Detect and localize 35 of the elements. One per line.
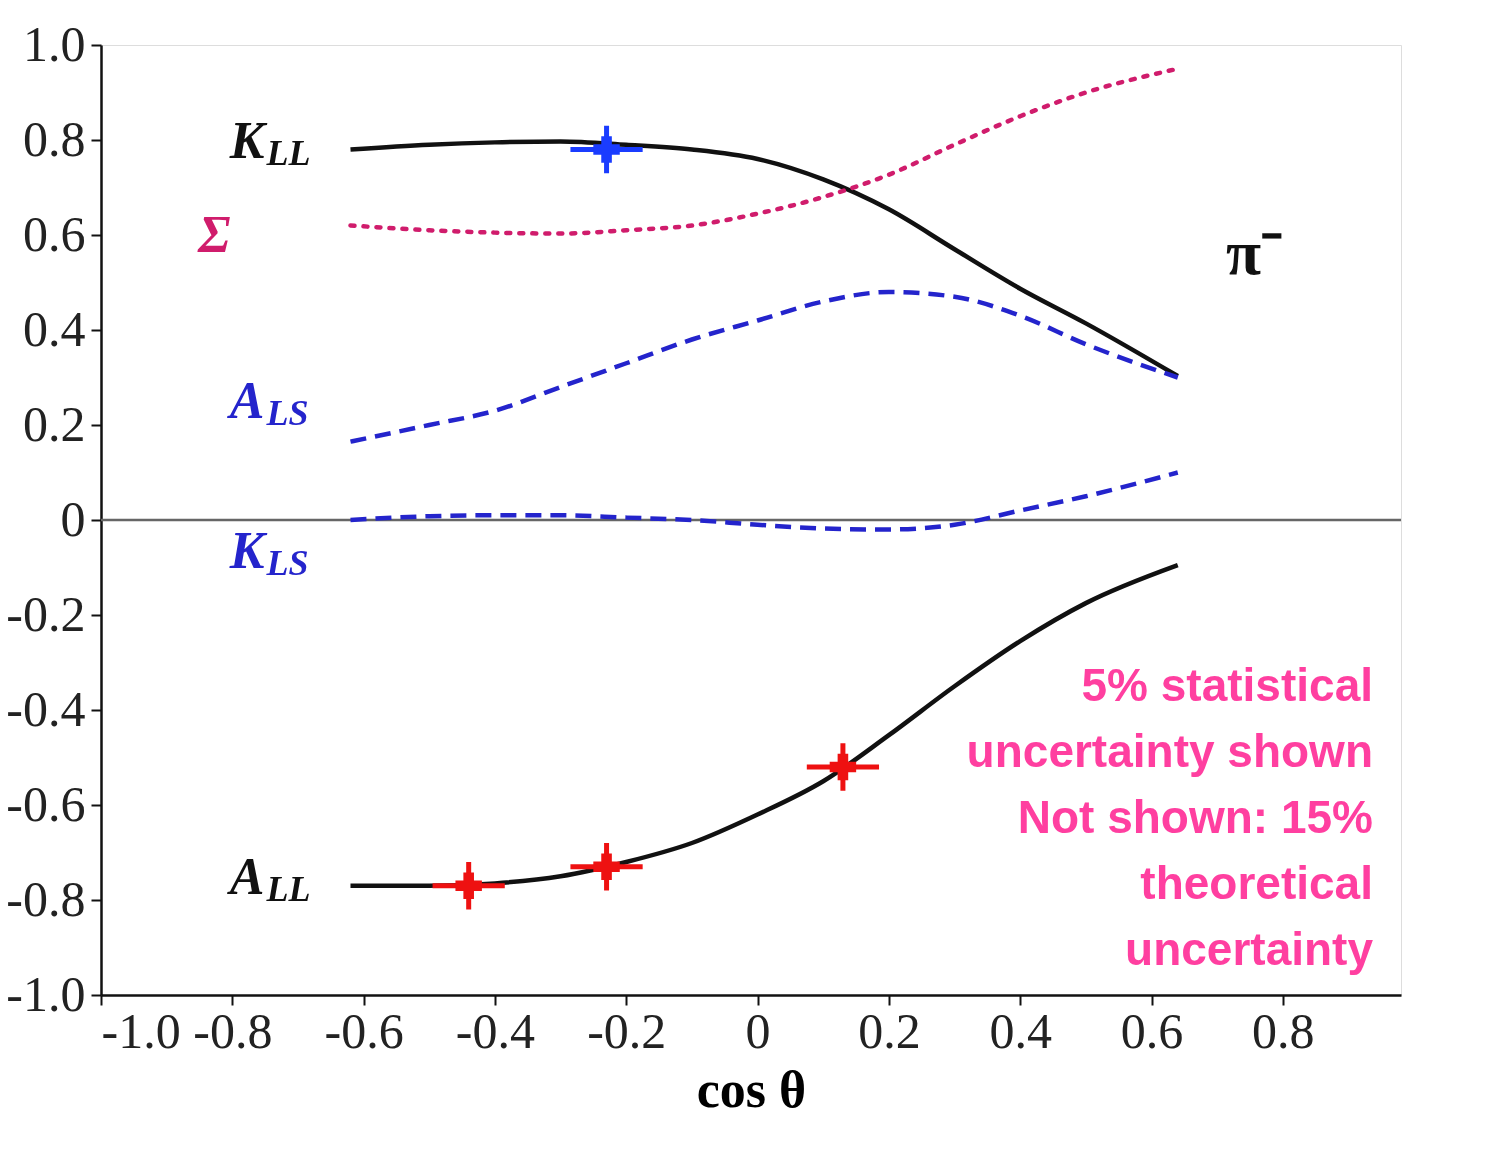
x-tick-label: 0.4: [989, 1002, 1052, 1059]
x-tick-label: 0.2: [858, 1002, 921, 1059]
point: [829, 753, 857, 781]
point: [593, 853, 620, 880]
annotation: uncertainty: [1125, 923, 1374, 975]
y-tick-label: -1.0: [6, 965, 86, 1022]
y-tick-label: 0.8: [23, 110, 86, 167]
text: Σ: [197, 205, 231, 263]
y-tick-label: -0.2: [6, 585, 86, 642]
annotation: Not shown: 15%: [1017, 791, 1373, 843]
y-tick-label: -0.4: [6, 680, 86, 737]
point: [593, 136, 620, 163]
point: [455, 872, 482, 899]
y-tick-label: 1.0: [23, 15, 86, 72]
x-tick-label: 0: [745, 1002, 771, 1059]
annotation: theoretical: [1140, 857, 1373, 909]
x-tick-label: -0.2: [587, 1002, 667, 1059]
x-axis-title: cos θ: [696, 1060, 807, 1118]
x-tick-label: 0.8: [1252, 1002, 1315, 1059]
y-tick-label: 0: [60, 490, 86, 547]
annotation: π⁻: [1226, 217, 1284, 288]
x-tick-label: -0.6: [324, 1002, 404, 1059]
line-series: [348, 289, 1181, 444]
annotation: uncertainty shown: [966, 725, 1373, 777]
annotation: 5% statistical: [1081, 659, 1373, 711]
y-tick-label: -0.6: [6, 775, 86, 832]
x-tick-label: 0.6: [1120, 1002, 1184, 1059]
x-tick-label: -0.4: [455, 1002, 536, 1059]
x-tick-label: -1.0: [101, 1002, 181, 1059]
y-tick-label: 0.6: [23, 205, 86, 262]
x-tick-label: -0.8: [193, 1002, 273, 1059]
y-tick-label: -0.8: [6, 870, 86, 927]
y-tick-label: 0.2: [23, 395, 86, 452]
line-series: [348, 470, 1181, 532]
y-tick-label: 0.4: [23, 300, 86, 357]
